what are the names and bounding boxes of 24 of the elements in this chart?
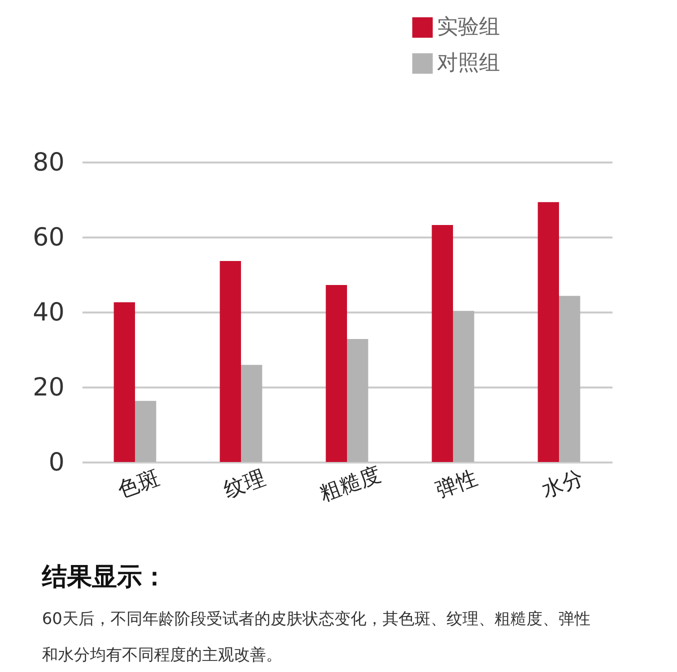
x-tick-label: 纹理 [220,465,268,502]
bar [326,285,347,462]
y-tick-label: 40 [32,298,64,326]
x-tick-label: 色斑 [114,465,162,502]
x-tick-label: 粗糙度 [316,462,384,506]
bar [559,296,580,462]
y-tick-label: 0 [48,448,64,476]
bar [432,225,453,462]
y-tick-label: 20 [32,372,64,402]
legend-label: 实验组 [437,14,500,38]
y-tick-label: 80 [32,148,64,176]
x-tick-label: 弹性 [432,465,480,502]
bar [135,400,156,462]
bar [241,364,262,462]
x-tick-label: 水分 [538,465,586,502]
bar [347,339,368,462]
y-tick-label: 60 [32,222,64,252]
bar [220,261,241,462]
text: 60天后，不同年龄阶段受试者的皮肤状态变化，其色斑、纹理、粗糙度、弹性和水分均有不同程度的主观改善。 [42,609,590,664]
bar [538,202,559,462]
legend-label: 对照组 [437,50,500,74]
bar [453,310,474,462]
text: 结果显示： [41,562,167,591]
bar [114,302,135,462]
